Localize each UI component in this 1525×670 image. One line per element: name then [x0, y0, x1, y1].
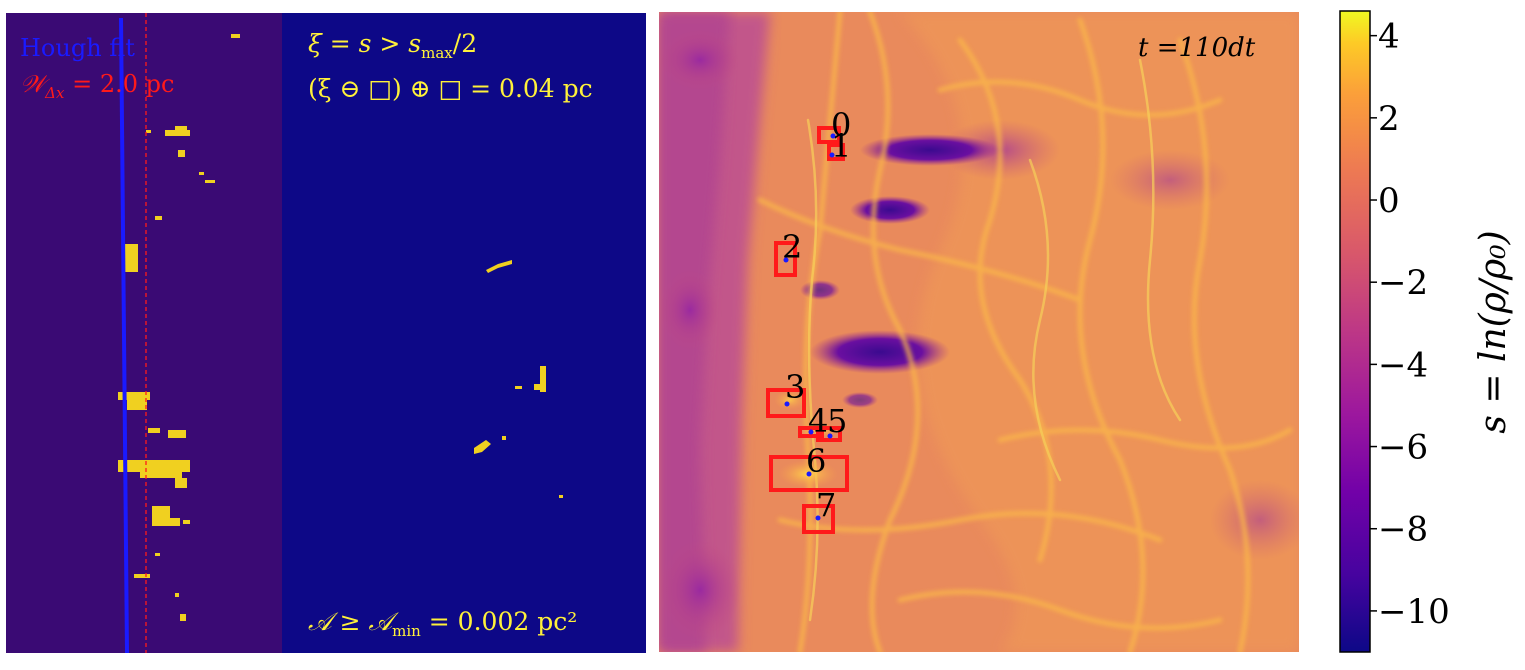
mask-area-sub: min: [392, 622, 421, 640]
colorbar-ticks: 4 2 0 −2 −4 −6 −8 −10: [1370, 17, 1450, 632]
colorbar-label: s = ln(ρ/ρ₀): [1473, 230, 1514, 433]
structure-label-6: 6: [806, 442, 826, 480]
mask-label-area: 𝒜 ≥ 𝒜min = 0.002 pc²: [308, 607, 577, 640]
colorbar-tick-label: 0: [1378, 181, 1400, 221]
structure-box-4: [798, 426, 824, 438]
colorbar-tick-label: −6: [1378, 428, 1428, 468]
structure-labels: 0 1 2 3 4 5 6 7: [782, 106, 851, 524]
legend-hough-fit: Hough fit: [20, 34, 135, 62]
colorbar: 4 2 0 −2 −4 −6 −8 −10 s = ln(ρ/ρ₀): [1339, 10, 1514, 653]
structure-label-3: 3: [785, 368, 805, 406]
mask-threshold-end: /2: [453, 29, 477, 58]
structure-label-4: 4: [808, 402, 828, 440]
hough-strip: [6, 13, 282, 653]
density-filaments: [757, 12, 1293, 652]
mask-label-threshold: ξ = s > smax/2: [308, 29, 477, 62]
structure-label-0: 0: [831, 106, 851, 144]
legend-width-value: = 2.0 pc: [64, 70, 174, 98]
structure-box-3: [766, 388, 806, 418]
hough-fit-line: [119, 17, 129, 654]
structure-box-5: [816, 426, 842, 442]
mask-area-end: = 0.002 pc²: [421, 607, 577, 636]
structure-box-7: [802, 504, 835, 534]
colorbar-tick-label: −10: [1378, 592, 1450, 632]
structure-centers: [783, 133, 836, 521]
colorbar-tick-label: −8: [1378, 510, 1428, 550]
mask-label-morphology: (ξ ⊖ □) ⊕ □ = 0.04 pc: [308, 74, 593, 103]
colorbar-tick-label: −2: [1378, 263, 1428, 303]
density-panel: t =110dt 0 1 2 3 4 5: [659, 12, 1299, 652]
mask-area-lhs: 𝒜 ≥ 𝒜: [308, 607, 399, 636]
structure-label-1: 1: [831, 127, 851, 165]
structure-box-6: [769, 455, 849, 492]
colorbar-gradient: [1339, 10, 1371, 653]
colorbar-tick-label: −4: [1378, 345, 1428, 385]
structure-label-5: 5: [827, 402, 847, 440]
structure-label-2: 2: [782, 228, 802, 266]
mask-regions: [474, 260, 563, 498]
strip-mask-regions: [118, 34, 240, 621]
mask-threshold-lhs: ξ = s > s: [308, 29, 421, 58]
structure-box-1: [827, 143, 845, 161]
structure-boxes: [766, 126, 849, 534]
hough-panel: Hough fit 𝒲Δx = 2.0 pc ξ = s > smax/2 (ξ…: [6, 13, 646, 654]
time-label: t =110dt: [1138, 33, 1256, 63]
colorbar-tick-label: 2: [1378, 99, 1400, 139]
legend-width-sub: Δx: [44, 84, 65, 102]
density-void: [860, 134, 1000, 166]
structure-label-7: 7: [816, 486, 836, 524]
colorbar-tick-label: 4: [1378, 17, 1400, 57]
structure-box-2: [774, 241, 797, 277]
structure-box-0: [817, 126, 841, 144]
mask-threshold-sub: max: [421, 44, 453, 62]
legend-width: 𝒲Δx = 2.0 pc: [20, 70, 174, 102]
